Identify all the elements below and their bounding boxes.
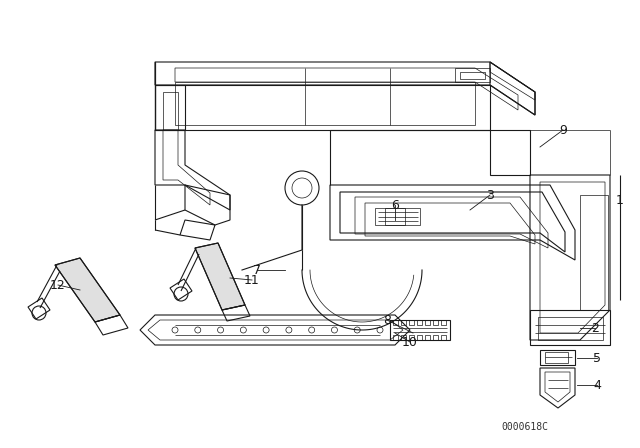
Text: 3: 3	[486, 189, 494, 202]
Polygon shape	[55, 258, 120, 322]
Text: 0000618C: 0000618C	[501, 422, 548, 432]
Text: 8: 8	[383, 314, 391, 327]
Polygon shape	[195, 243, 245, 310]
Text: 11: 11	[244, 273, 260, 287]
Text: 4: 4	[593, 379, 601, 392]
Text: 9: 9	[559, 124, 567, 137]
Text: 5: 5	[593, 352, 601, 365]
Text: 1: 1	[616, 194, 624, 207]
Text: 10: 10	[402, 336, 418, 349]
Text: 12: 12	[50, 279, 66, 292]
Text: 6: 6	[391, 198, 399, 211]
Text: 7: 7	[253, 263, 261, 276]
Text: 2: 2	[591, 322, 599, 335]
